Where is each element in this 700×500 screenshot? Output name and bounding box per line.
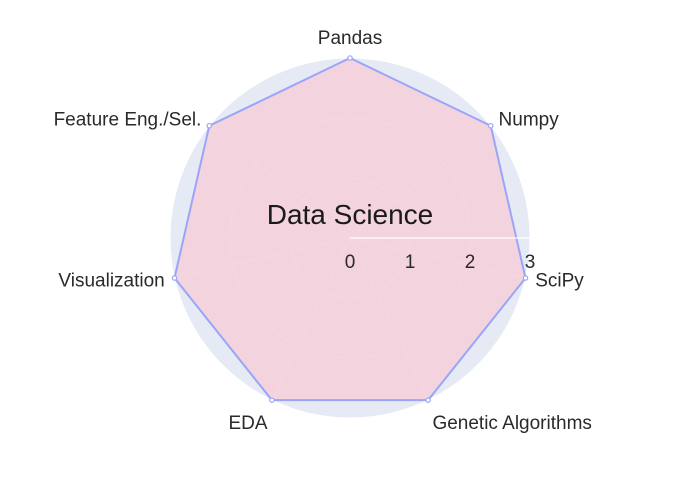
category-label: Visualization	[58, 270, 164, 291]
chart-title: Data Science	[267, 199, 434, 230]
series-area	[173, 57, 527, 402]
data-point	[206, 122, 213, 129]
category-label: Numpy	[499, 110, 560, 131]
category-label: Feature Eng./Sel.	[54, 110, 202, 131]
category-label: Genetic Algorithms	[432, 413, 591, 434]
data-point	[522, 275, 529, 281]
radial-tick-label: 1	[405, 252, 416, 273]
series-points	[171, 55, 529, 403]
data-point	[171, 275, 178, 281]
category-label: EDA	[228, 413, 267, 434]
data-point	[487, 122, 494, 129]
data-point	[425, 397, 431, 403]
radial-tick-label: 2	[465, 252, 476, 273]
category-labels: Pandas Numpy SciPy Genetic Algorithms EDA Vis…	[54, 28, 592, 434]
radial-tick-labels: 0 1 2 3	[345, 252, 536, 273]
category-label: Pandas	[318, 28, 382, 49]
radial-tick-label: 3	[525, 252, 536, 273]
category-label: SciPy	[535, 270, 584, 291]
radial-tick-label: 0	[345, 252, 356, 273]
data-point	[347, 55, 353, 61]
data-point	[269, 397, 275, 403]
